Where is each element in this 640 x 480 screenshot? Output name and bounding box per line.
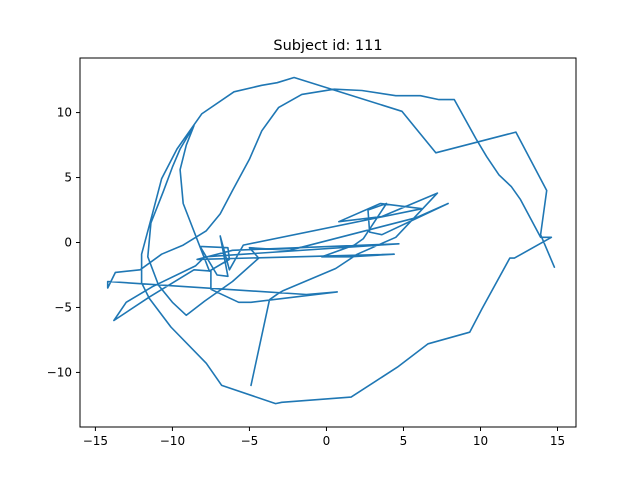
y-tick-label: 10 — [57, 106, 72, 120]
x-tick-label: 15 — [550, 434, 565, 448]
axes: −15 −10 −5 0 5 10 15 −10 −5 0 5 10 — [47, 57, 577, 448]
plot-area — [106, 76, 556, 405]
chart-title: Subject id: 111 — [273, 38, 382, 54]
x-tick-label: −5 — [241, 434, 259, 448]
y-tick-label: −10 — [47, 365, 72, 379]
x-tick-label: 0 — [323, 434, 331, 448]
y-tick-label: −5 — [54, 300, 72, 314]
x-tick-label: −10 — [160, 434, 185, 448]
y-tick-label: 0 — [64, 236, 72, 250]
x-tick-label: 10 — [473, 434, 488, 448]
x-tick-label: 5 — [400, 434, 408, 448]
x-tick-label: −15 — [83, 434, 108, 448]
series-line-0 — [106, 76, 556, 405]
y-tick-label: 5 — [64, 171, 72, 185]
